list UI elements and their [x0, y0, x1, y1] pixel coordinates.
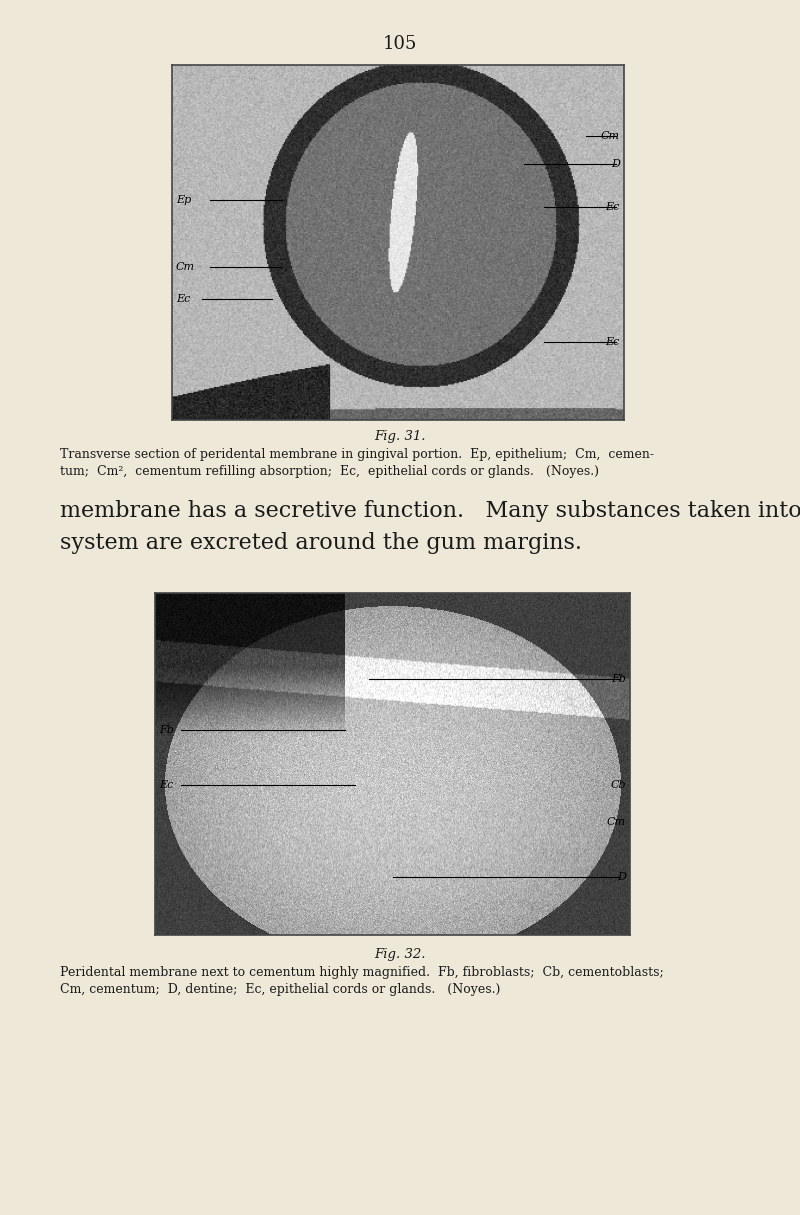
Text: Cm: Cm [601, 131, 620, 141]
Text: Ep: Ep [176, 194, 191, 205]
Text: Fb: Fb [611, 673, 626, 684]
Text: Fb: Fb [159, 725, 174, 735]
Text: Fig. 31.: Fig. 31. [374, 430, 426, 443]
Text: Ec: Ec [176, 294, 190, 304]
Text: Cb: Cb [610, 780, 626, 790]
Text: 105: 105 [383, 35, 417, 53]
Text: membrane has a secretive function.   Many substances taken into the: membrane has a secretive function. Many … [60, 501, 800, 522]
Text: Fig. 32.: Fig. 32. [374, 948, 426, 961]
Text: Peridental membrane next to cementum highly magnified.  Fb, fibroblasts;  Cb, ce: Peridental membrane next to cementum hig… [60, 966, 664, 996]
Text: Cm: Cm [607, 818, 626, 827]
Text: Ec: Ec [606, 202, 620, 211]
Text: system are excreted around the gum margins.: system are excreted around the gum margi… [60, 532, 582, 554]
Text: Transverse section of peridental membrane in gingival portion.  Ep, epithelium; : Transverse section of peridental membran… [60, 448, 654, 477]
Text: Ec: Ec [159, 780, 174, 790]
Text: D: D [617, 872, 626, 882]
Text: D: D [611, 159, 620, 169]
Text: Cm: Cm [176, 262, 195, 272]
Text: Ec: Ec [606, 337, 620, 347]
